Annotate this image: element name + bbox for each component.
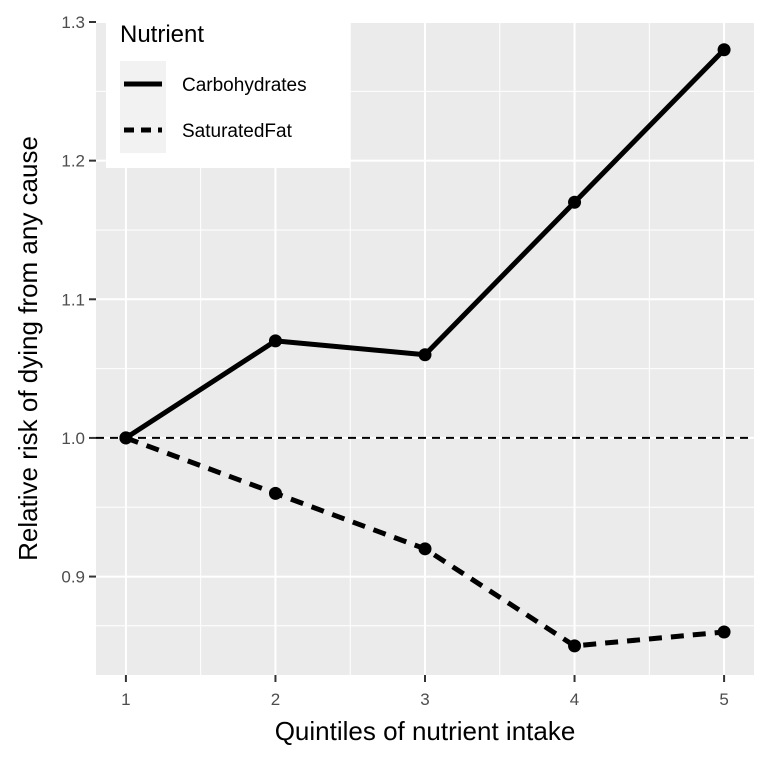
y-tick-label: 1.1: [61, 290, 85, 309]
y-axis-title: Relative risk of dying from any cause: [13, 136, 43, 561]
x-tick-label: 2: [271, 690, 280, 709]
data-point-carbohydrates-4: [568, 195, 582, 209]
x-tick-label: 5: [719, 690, 728, 709]
data-point-carbohydrates-3: [418, 348, 432, 362]
tick-labels: 1 2 3 4 5 0.9 1.0 1.1 1.2 1.3: [61, 13, 728, 709]
legend: Nutrient Carbohydrates SaturatedFat: [106, 14, 350, 168]
data-point-saturatedfat-1: [119, 431, 133, 445]
x-tick-label: 3: [420, 690, 429, 709]
x-tick-label: 4: [570, 690, 579, 709]
axis-ticks: [89, 21, 726, 682]
y-tick-label: 1.2: [61, 152, 85, 171]
series-layer: [119, 43, 731, 653]
y-tick-label: 0.9: [61, 568, 85, 587]
data-point-saturatedfat-4: [568, 639, 582, 653]
legend-label-carbohydrates: Carbohydrates: [182, 75, 307, 96]
data-point-saturatedfat-3: [418, 542, 432, 556]
legend-title: Nutrient: [120, 21, 204, 48]
data-point-saturatedfat-5: [717, 625, 731, 639]
x-tick-label: 1: [121, 690, 130, 709]
legend-label-saturatedfat: SaturatedFat: [182, 121, 293, 142]
data-point-saturatedfat-2: [268, 486, 282, 500]
y-tick-label: 1.0: [61, 429, 85, 448]
data-point-carbohydrates-5: [717, 43, 731, 57]
x-axis-title: Quintiles of nutrient intake: [275, 716, 576, 746]
y-tick-label: 1.3: [61, 13, 85, 32]
legend-items: Carbohydrates SaturatedFat: [120, 61, 307, 153]
data-point-carbohydrates-2: [268, 334, 282, 348]
